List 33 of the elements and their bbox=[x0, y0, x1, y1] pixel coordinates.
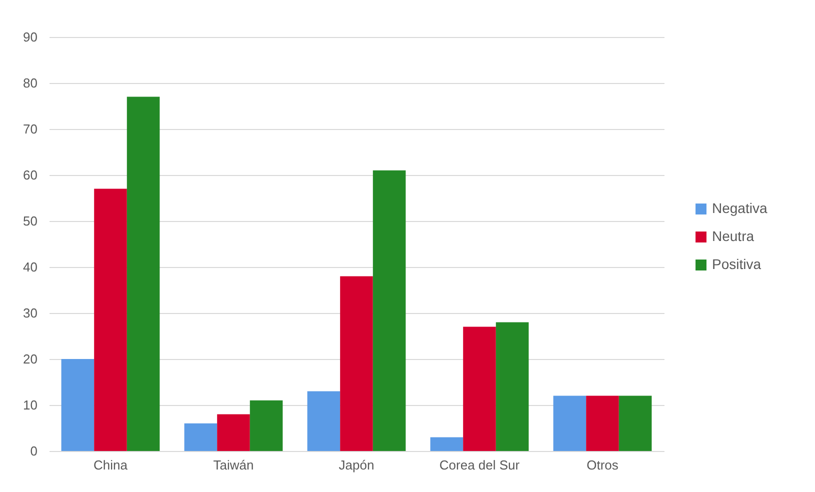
bar bbox=[184, 423, 218, 451]
x-tick-label: Japón bbox=[338, 458, 374, 472]
bar bbox=[496, 322, 529, 451]
bar bbox=[217, 414, 250, 451]
bar bbox=[553, 396, 586, 451]
bar bbox=[250, 400, 283, 451]
bar bbox=[463, 326, 496, 451]
x-tick-label: China bbox=[94, 458, 128, 472]
bar bbox=[126, 96, 160, 451]
bar bbox=[372, 170, 406, 451]
x-tick-label: Otros bbox=[586, 458, 619, 472]
y-tick-label: 10 bbox=[23, 398, 38, 412]
y-tick-label: 30 bbox=[23, 306, 38, 320]
y-tick-label: 90 bbox=[23, 30, 38, 44]
bar bbox=[61, 359, 94, 451]
bar bbox=[430, 437, 464, 451]
x-tick-label: Corea del Sur bbox=[439, 458, 520, 472]
bar bbox=[307, 391, 340, 451]
legend-label: Negativa bbox=[712, 200, 768, 216]
x-tick-label: Taiwán bbox=[213, 458, 254, 472]
bar bbox=[94, 188, 127, 451]
bar bbox=[618, 396, 652, 451]
bar bbox=[586, 396, 619, 451]
bar bbox=[340, 276, 373, 451]
legend-label: Neutra bbox=[712, 228, 754, 244]
y-tick-label: 40 bbox=[23, 260, 38, 274]
y-tick-label: 60 bbox=[23, 168, 38, 182]
y-tick-label: 20 bbox=[23, 352, 38, 366]
y-tick-label: 80 bbox=[23, 76, 38, 90]
legend-label: Positiva bbox=[712, 256, 762, 272]
y-tick-label: 50 bbox=[23, 214, 38, 228]
y-tick-label: 0 bbox=[30, 444, 38, 458]
y-tick-label: 70 bbox=[23, 122, 38, 136]
